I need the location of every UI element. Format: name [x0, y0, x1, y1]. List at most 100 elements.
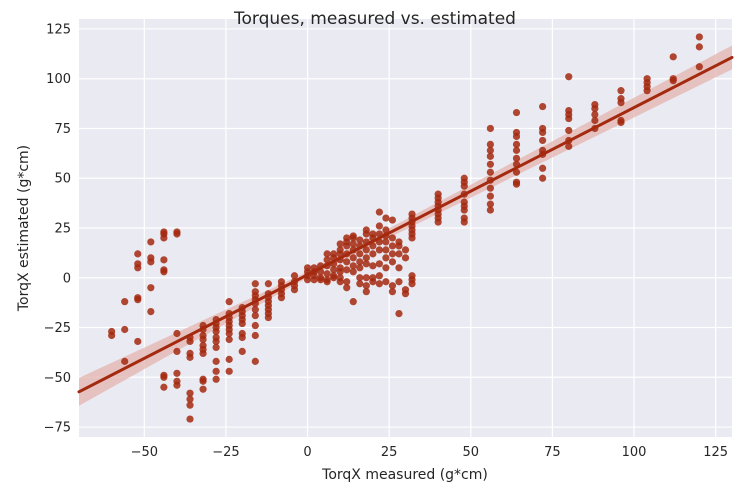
x-tick-label: 25	[381, 445, 398, 460]
data-point	[362, 260, 370, 268]
data-point	[591, 116, 599, 125]
data-point	[212, 327, 220, 336]
data-point	[539, 136, 547, 145]
data-point	[343, 284, 351, 292]
data-point	[225, 335, 233, 344]
y-tick-label: 125	[46, 22, 71, 37]
data-point	[134, 250, 142, 258]
data-point	[251, 280, 259, 288]
data-point	[369, 230, 377, 238]
data-point	[382, 238, 390, 246]
data-point	[186, 353, 194, 361]
data-point	[199, 385, 207, 393]
data-point	[330, 266, 338, 274]
data-point	[356, 236, 364, 244]
data-point	[343, 258, 351, 266]
data-point	[186, 395, 194, 403]
data-point	[369, 278, 377, 286]
data-point	[388, 288, 397, 296]
x-tick-label: 50	[463, 445, 480, 460]
data-point	[362, 226, 370, 234]
data-point	[369, 262, 377, 270]
data-point	[147, 308, 155, 316]
data-point	[212, 367, 220, 375]
data-point	[486, 200, 494, 208]
data-point	[395, 309, 403, 318]
data-point	[565, 73, 573, 81]
grid-lines	[79, 19, 732, 437]
data-point	[369, 250, 377, 258]
data-point	[643, 87, 651, 95]
data-point	[225, 355, 233, 363]
data-point	[147, 258, 155, 266]
y-tick-label: 50	[54, 172, 71, 187]
data-point	[401, 290, 410, 298]
data-point	[212, 357, 220, 365]
y-tick-label: −75	[44, 421, 71, 436]
data-point	[512, 108, 521, 117]
data-point	[238, 319, 246, 328]
data-point	[343, 266, 351, 274]
data-point	[486, 206, 494, 214]
data-point	[375, 208, 383, 216]
data-point	[382, 278, 390, 286]
data-point	[486, 184, 494, 192]
data-point	[486, 160, 494, 168]
data-point	[486, 192, 494, 200]
data-point	[382, 254, 390, 262]
data-point	[186, 337, 194, 346]
data-point	[375, 272, 383, 280]
data-point	[486, 124, 494, 133]
data-point	[388, 242, 397, 250]
data-point	[382, 214, 390, 222]
data-point	[486, 168, 494, 176]
y-tick-label: 100	[46, 72, 71, 87]
data-point	[460, 182, 468, 190]
data-point	[349, 254, 357, 262]
data-point	[277, 294, 286, 302]
x-tick-label: −50	[131, 445, 158, 460]
data-point	[323, 270, 331, 278]
data-point	[382, 226, 390, 234]
data-point	[121, 298, 129, 306]
data-point	[343, 234, 351, 242]
data-point	[199, 349, 207, 357]
data-point	[173, 369, 181, 377]
data-point	[323, 256, 331, 264]
data-point	[695, 43, 703, 51]
data-point	[199, 377, 207, 385]
data-point	[512, 154, 521, 162]
chart-title: Torques, measured vs. estimated	[233, 9, 516, 29]
data-point	[617, 99, 625, 107]
data-point	[336, 268, 344, 276]
data-point	[349, 268, 357, 276]
data-point	[173, 347, 181, 356]
data-point	[617, 87, 625, 95]
data-point	[134, 296, 142, 304]
data-point	[356, 280, 364, 288]
data-point	[251, 331, 259, 340]
data-point	[160, 268, 168, 276]
data-point	[121, 357, 129, 365]
data-point	[388, 234, 397, 242]
data-point	[486, 146, 494, 154]
data-point	[486, 140, 494, 148]
data-point	[375, 222, 383, 230]
data-point	[401, 246, 410, 254]
data-point	[160, 383, 168, 391]
data-point	[388, 250, 397, 258]
data-point	[160, 234, 168, 242]
data-point	[408, 234, 416, 242]
data-point	[408, 280, 416, 288]
data-point	[147, 284, 155, 292]
data-point	[264, 313, 272, 322]
data-point	[539, 102, 547, 111]
data-point	[669, 53, 677, 61]
data-point	[147, 238, 155, 246]
data-point	[369, 242, 377, 250]
data-point	[669, 77, 677, 85]
data-point	[395, 238, 403, 246]
data-point	[330, 250, 338, 258]
data-point	[486, 152, 494, 160]
regression-line	[77, 55, 734, 394]
